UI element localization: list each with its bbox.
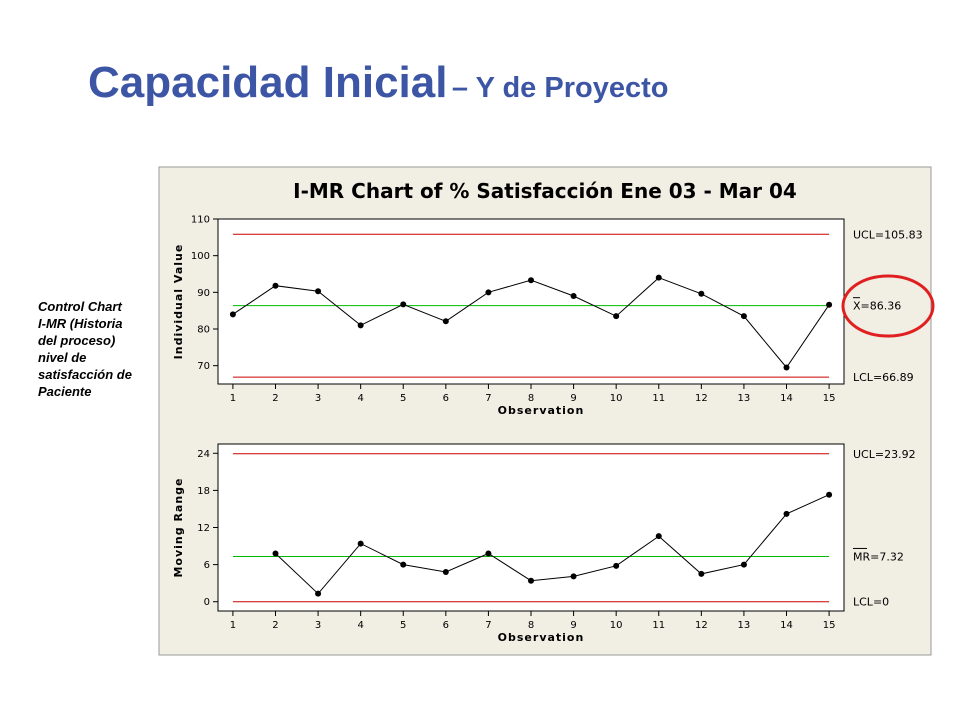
moving-range-y-axis-label: Moving Range [172, 477, 185, 577]
x-tick-label: 9 [570, 620, 576, 631]
moving-range-data-point [400, 561, 407, 568]
individual-data-point [740, 313, 747, 320]
x-tick-label: 14 [780, 620, 793, 631]
moving-range-series-line [275, 494, 830, 595]
x-tick-label: 6 [443, 393, 449, 404]
y-tick-label: 80 [197, 325, 210, 336]
individual-data-point [528, 277, 534, 284]
side-note-line: Control Chart [38, 299, 122, 314]
highlight-circle [841, 274, 935, 338]
moving-range-data-point [442, 569, 449, 576]
y-tick-label: 18 [197, 486, 210, 497]
individual-data-point [698, 290, 705, 297]
individual-plot-area [217, 218, 845, 385]
individual-data-point [485, 289, 492, 296]
x-tick-label: 2 [272, 620, 278, 631]
individual-data-point [613, 313, 620, 320]
x-tick-label: 11 [652, 620, 665, 631]
moving-range-data-point [485, 550, 492, 557]
moving-range-data-point [740, 561, 747, 568]
individual-data-point [826, 301, 833, 308]
center-label: X=86.36 [853, 300, 901, 313]
moving-range-data-point [698, 570, 705, 577]
moving-range-plot-area [217, 443, 845, 612]
x-tick-label: 3 [315, 393, 321, 404]
moving-range-data-point [655, 533, 662, 540]
moving-range-data-point [826, 491, 833, 498]
individual-data-point [655, 274, 662, 281]
individual-data-point [442, 318, 449, 325]
individual-data-point [315, 288, 322, 295]
y-tick-label: 12 [197, 523, 210, 534]
ucl-label: UCL=23.92 [853, 448, 916, 461]
x-tick-label: 1 [230, 393, 236, 404]
x-tick-label: 3 [315, 620, 321, 631]
y-tick-label: 110 [191, 215, 210, 226]
x-tick-label: 6 [443, 620, 449, 631]
lcl-label: LCL=66.89 [853, 371, 914, 384]
x-tick-label: 10 [610, 620, 623, 631]
individual-y-axis-label: Individual Value [172, 244, 185, 360]
y-tick-label: 100 [191, 251, 210, 262]
slide-title: Capacidad Inicial – Y de Proyecto [88, 58, 668, 108]
individual-data-point [783, 364, 790, 371]
y-tick-label: 0 [204, 597, 210, 608]
x-tick-label: 12 [695, 620, 708, 631]
individual-data-point [272, 282, 279, 289]
x-tick-label: 9 [570, 393, 576, 404]
side-note-line: I-MR (Historia [38, 316, 123, 331]
y-tick-label: 6 [204, 560, 210, 571]
x-tick-label: 11 [652, 393, 665, 404]
moving-range-data-point [357, 540, 364, 547]
x-tick-label: 8 [528, 393, 534, 404]
x-tick-label: 15 [823, 393, 836, 404]
individual-x-axis-label: Observation [498, 404, 585, 417]
x-tick-label: 10 [610, 393, 623, 404]
x-tick-label: 13 [738, 620, 751, 631]
chart-title: I-MR Chart of % Satisfacción Ene 03 - Ma… [293, 179, 797, 203]
x-tick-label: 14 [780, 393, 793, 404]
x-tick-label: 4 [357, 620, 363, 631]
moving-range-data-point [613, 562, 620, 569]
x-tick-label: 8 [528, 620, 534, 631]
x-tick-label: 13 [738, 393, 751, 404]
x-tick-label: 1 [230, 620, 236, 631]
individual-data-point [570, 293, 577, 299]
side-note-line: nivel de [38, 350, 87, 365]
side-note: Control Chart I-MR (Historia del proceso… [38, 298, 158, 400]
ucl-label: UCL=105.83 [853, 228, 923, 241]
x-tick-label: 2 [272, 393, 278, 404]
x-tick-label: 4 [357, 393, 363, 404]
moving-range-data-point [315, 590, 322, 597]
x-tick-label: 7 [485, 393, 491, 404]
x-tick-label: 5 [400, 393, 406, 404]
moving-range-data-point [272, 550, 279, 557]
moving-range-x-axis-label: Observation [498, 631, 585, 644]
side-note-line: del proceso) [38, 333, 116, 348]
moving-range-data-point [528, 577, 534, 584]
individual-data-point [400, 301, 407, 308]
side-note-line: satisfacción de [38, 367, 132, 382]
individual-data-point [357, 322, 364, 329]
slide-title-main: Capacidad Inicial [88, 58, 448, 107]
slide-title-sub: – Y de Proyecto [451, 72, 669, 104]
moving-range-data-point [570, 573, 577, 580]
x-tick-label: 5 [400, 620, 406, 631]
x-tick-label: 7 [485, 620, 491, 631]
y-tick-label: 90 [197, 288, 210, 299]
y-tick-label: 70 [197, 361, 210, 372]
individual-data-point [229, 311, 236, 318]
x-tick-label: 15 [823, 620, 836, 631]
x-tick-label: 12 [695, 393, 708, 404]
center-label: MR=7.32 [853, 550, 904, 563]
y-tick-label: 24 [197, 449, 210, 460]
lcl-label: LCL=0 [853, 596, 889, 609]
side-note-line: Paciente [38, 384, 92, 399]
moving-range-data-point [783, 510, 790, 517]
